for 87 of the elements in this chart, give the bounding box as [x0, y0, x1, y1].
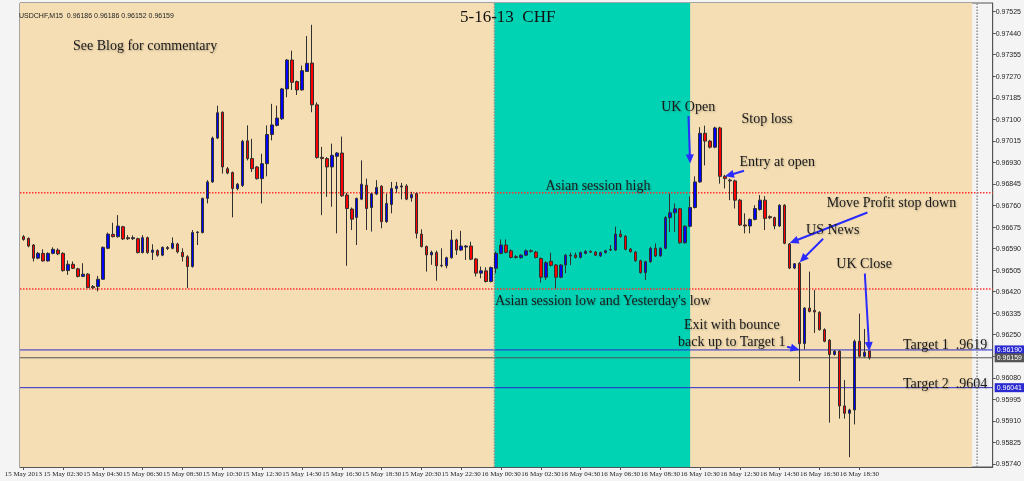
candlestick	[435, 250, 438, 282]
candlestick	[833, 349, 836, 356]
candlestick	[649, 246, 652, 264]
candlestick	[380, 184, 383, 229]
candlestick	[604, 249, 607, 255]
candlestick	[156, 248, 159, 258]
candlestick	[594, 250, 597, 257]
candlestick	[838, 349, 841, 420]
candlestick	[236, 182, 239, 191]
candlestick	[211, 136, 214, 184]
candlestick	[659, 246, 662, 258]
candlestick	[599, 251, 602, 258]
candlestick	[425, 245, 428, 273]
candlestick	[201, 197, 204, 234]
candlestick	[619, 229, 622, 239]
candlestick	[27, 236, 30, 248]
candlestick	[181, 247, 184, 262]
candlestick	[360, 159, 363, 201]
candlestick	[22, 234, 25, 242]
candlestick	[171, 236, 174, 250]
candlestick	[395, 181, 398, 194]
candlestick	[863, 328, 866, 358]
annotation: Target 2 .9604	[903, 374, 988, 392]
candlestick	[405, 183, 408, 201]
candlestick	[400, 182, 403, 200]
candlestick	[385, 193, 388, 224]
candlestick	[853, 339, 856, 425]
candlestick	[848, 408, 851, 458]
annotation: Move Profit stop down	[826, 194, 957, 212]
candlestick	[868, 350, 871, 361]
candlestick	[808, 271, 811, 313]
candlestick	[231, 171, 234, 218]
candlestick	[783, 203, 786, 245]
annotation: See Blog for commentary	[73, 36, 218, 54]
candlestick	[614, 226, 617, 252]
annotation: Stop loss	[741, 109, 793, 127]
candlestick	[639, 259, 642, 275]
candlestick	[365, 178, 368, 231]
candlestick	[390, 181, 393, 214]
annotation: Entry at open	[739, 152, 815, 170]
candlestick	[191, 229, 194, 269]
candlestick	[813, 289, 816, 334]
candlestick	[778, 203, 781, 228]
candlestick	[858, 313, 861, 358]
candlestick	[634, 250, 637, 263]
candlestick	[186, 254, 189, 289]
candlestick	[221, 110, 224, 175]
candlestick	[420, 228, 423, 249]
candlestick	[440, 247, 443, 268]
candlestick	[823, 327, 826, 343]
candlestick	[644, 260, 647, 281]
candlestick	[445, 256, 448, 269]
candlestick	[584, 249, 587, 255]
candlestick	[629, 247, 632, 254]
candlestick	[843, 379, 846, 420]
candlestick	[415, 192, 418, 239]
candlestick	[176, 242, 179, 254]
candlestick	[226, 166, 229, 175]
candlestick	[818, 310, 821, 332]
candlestick	[654, 242, 657, 258]
annotation: Asian session high	[545, 176, 651, 194]
candlestick	[166, 245, 169, 251]
candlestick	[216, 105, 219, 140]
candlestick	[241, 139, 244, 188]
candlestick	[161, 246, 164, 257]
candlestick	[375, 179, 378, 196]
annotation: UK Close	[836, 255, 892, 273]
annotation: Target 1 .9619	[903, 335, 988, 353]
candlestick	[569, 252, 572, 266]
candlestick	[450, 229, 453, 260]
candlestick	[798, 261, 801, 382]
candlestick	[410, 191, 413, 203]
candlestick	[788, 242, 791, 270]
candlestick	[803, 306, 806, 350]
candlestick	[151, 243, 154, 261]
candlestick	[579, 251, 582, 259]
candlestick	[574, 252, 577, 259]
candlestick	[624, 234, 627, 251]
candlestick	[793, 262, 796, 270]
candlestick	[370, 192, 373, 233]
candlestick	[146, 236, 149, 255]
candlestick	[206, 179, 209, 204]
candlestick	[196, 230, 199, 246]
annotation: Asian session low and Yesterday's low	[495, 291, 711, 309]
candlestick	[828, 338, 831, 424]
candlestick	[430, 250, 433, 266]
candlestick	[609, 244, 612, 252]
